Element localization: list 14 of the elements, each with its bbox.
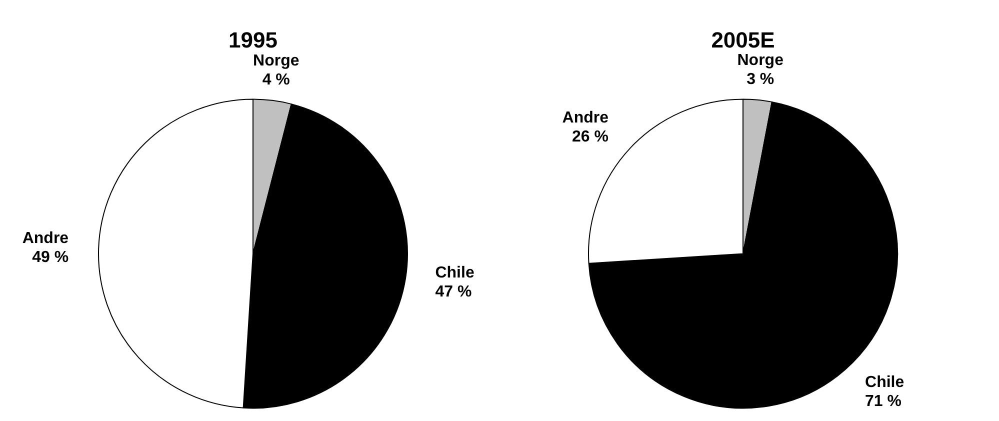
slice-label: Norge xyxy=(253,52,300,70)
slice-label: Chile xyxy=(865,374,904,391)
slice-label: Chile xyxy=(435,264,474,282)
data-label: 26 % xyxy=(572,128,609,146)
chart-title: 2005E xyxy=(711,27,775,52)
data-label: 4 % xyxy=(262,72,290,89)
slice-label: Norge xyxy=(737,52,784,69)
chart-title: 1995 xyxy=(228,27,278,52)
data-label: 3 % xyxy=(746,70,774,88)
slice-label: Andre xyxy=(562,109,609,126)
slice-label: Andre xyxy=(22,230,69,247)
data-label: 47 % xyxy=(435,283,472,300)
data-label: 71 % xyxy=(865,393,902,410)
data-label: 49 % xyxy=(32,248,69,266)
